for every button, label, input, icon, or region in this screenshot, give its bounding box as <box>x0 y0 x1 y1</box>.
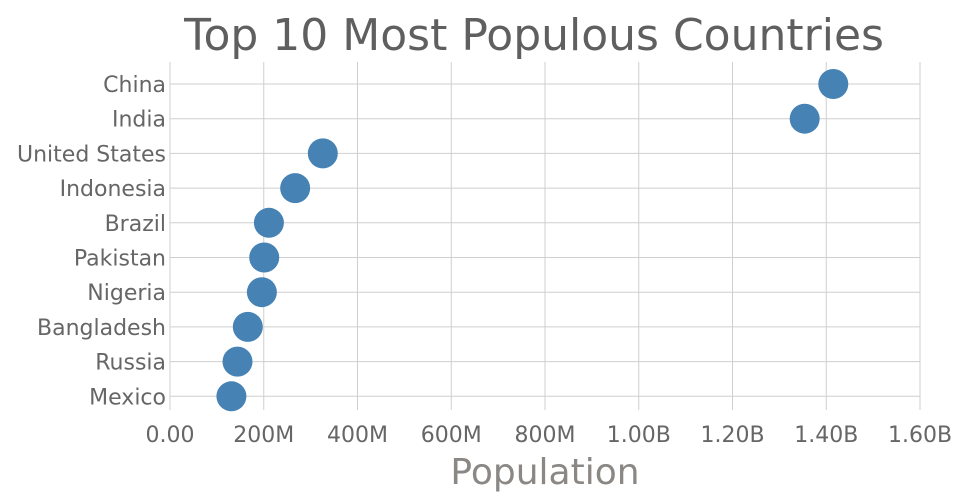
y-tick-label: Pakistan <box>74 247 166 272</box>
x-axis-ticks: 0.00 200M 400M 600M 800M 1.00B 1.20B 1.40B 1.60B <box>146 423 953 448</box>
y-gridlines <box>170 83 920 397</box>
y-tick-label: United States <box>17 142 166 167</box>
x-gridlines <box>169 62 921 410</box>
y-tick-label: Mexico <box>89 385 166 410</box>
chart-title: Top 10 Most Populous Countries <box>183 10 884 61</box>
x-tick-label: 600M <box>421 423 482 448</box>
data-point <box>246 277 277 308</box>
data-point <box>249 242 280 273</box>
x-tick-label: 1.40B <box>794 423 858 448</box>
x-tick-label: 1.60B <box>888 423 952 448</box>
data-point <box>307 138 338 169</box>
x-tick-label: 400M <box>327 423 388 448</box>
y-tick-label: Nigeria <box>87 281 166 306</box>
x-tick-label: 800M <box>515 423 576 448</box>
y-tick-label: India <box>112 108 166 133</box>
data-point <box>789 103 820 134</box>
data-point <box>253 207 284 238</box>
x-axis-label: Population <box>450 452 639 493</box>
x-tick-label: 0.00 <box>146 423 195 448</box>
y-tick-label: China <box>103 73 166 98</box>
y-axis-ticks: China India United States Indonesia Brazil Pa… <box>17 73 166 410</box>
x-tick-label: 1.20B <box>700 423 764 448</box>
data-point <box>222 346 253 377</box>
x-tick-label: 1.00B <box>607 423 671 448</box>
y-tick-label: Bangladesh <box>37 316 166 341</box>
data-point <box>216 381 247 412</box>
data-point <box>818 69 849 99</box>
data-point <box>232 311 263 342</box>
y-tick-label: Indonesia <box>60 177 166 202</box>
x-tick-label: 200M <box>233 423 294 448</box>
y-tick-label: Brazil <box>105 212 166 237</box>
y-tick-label: Russia <box>95 351 166 376</box>
data-points <box>216 69 849 412</box>
data-point <box>280 173 311 204</box>
